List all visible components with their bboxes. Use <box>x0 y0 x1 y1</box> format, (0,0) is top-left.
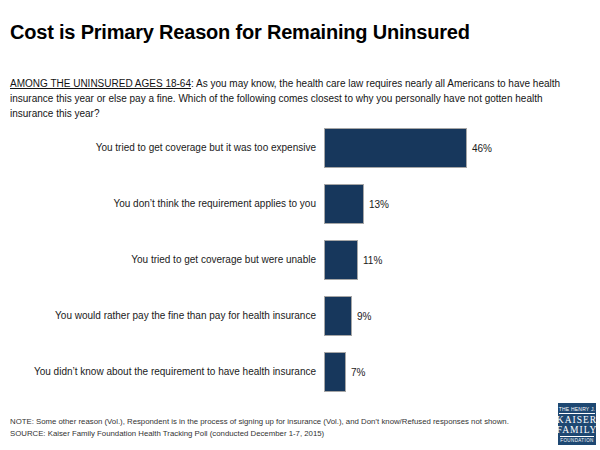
logo-family-text: FAMILY <box>557 425 598 435</box>
footer: NOTE: Some other reason (Vol.), Responde… <box>10 416 555 440</box>
bar-chart: You tried to get coverage but it was too… <box>0 128 600 408</box>
bar <box>324 352 346 392</box>
value-label: 46% <box>472 143 492 154</box>
logo-kaiser-text: KAISER <box>557 415 597 425</box>
page-title: Cost is Primary Reason for Remaining Uni… <box>10 21 470 44</box>
logo-top-text: THE HENRY J. <box>559 406 595 414</box>
value-label: 7% <box>351 367 365 378</box>
value-label: 11% <box>363 255 382 266</box>
question-text: AMONG THE UNINSURED AGES 18-64: As you m… <box>10 76 588 121</box>
category-label: You tried to get coverage but it was too… <box>0 142 316 154</box>
chart-row: You don’t think the requirement applies … <box>0 184 600 224</box>
category-label: You didn’t know about the requirement to… <box>0 366 316 378</box>
value-label: 9% <box>357 311 371 322</box>
chart-row: You would rather pay the fine than pay f… <box>0 296 600 336</box>
question-underline: AMONG THE UNINSURED AGES 18-64 <box>10 78 191 89</box>
chart-row: You tried to get coverage but it was too… <box>0 128 600 168</box>
logo-foundation-text: FOUNDATION <box>560 436 593 443</box>
note-text: NOTE: Some other reason (Vol.), Responde… <box>10 416 555 428</box>
slide: Cost is Primary Reason for Remaining Uni… <box>0 0 600 450</box>
bar <box>324 128 467 168</box>
value-label: 13% <box>369 199 389 210</box>
category-label: You would rather pay the fine than pay f… <box>0 310 316 322</box>
kff-logo: THE HENRY J. KAISER FAMILY FOUNDATION <box>558 403 596 445</box>
category-label: You don’t think the requirement applies … <box>0 198 316 210</box>
category-label: You tried to get coverage but were unabl… <box>0 254 316 266</box>
chart-row: You didn’t know about the requirement to… <box>0 352 600 392</box>
bar <box>324 184 364 224</box>
bar <box>324 296 352 336</box>
bar <box>324 240 358 280</box>
source-text: SOURCE: Kaiser Family Foundation Health … <box>10 428 555 440</box>
chart-row: You tried to get coverage but were unabl… <box>0 240 600 280</box>
